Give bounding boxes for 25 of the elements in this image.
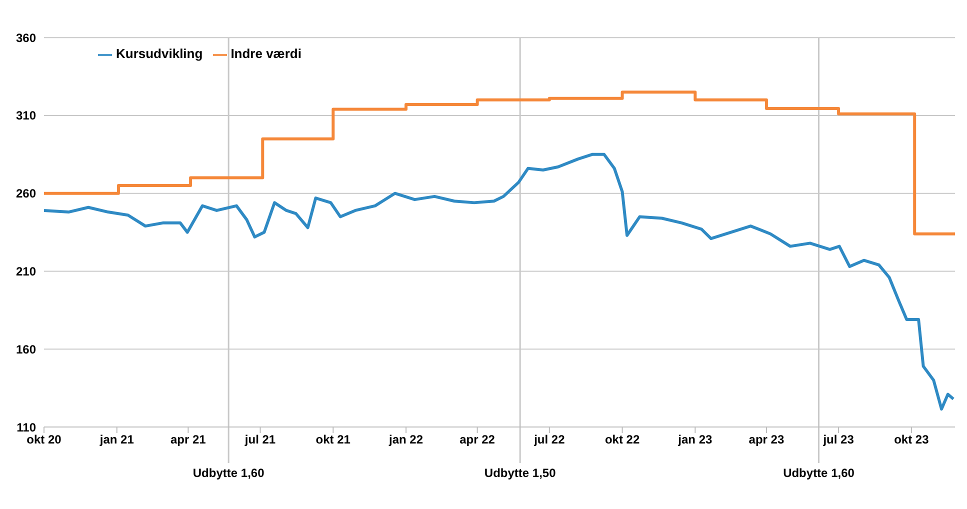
- y-tick-label: 360: [16, 30, 36, 45]
- x-tick-label: okt 22: [604, 432, 640, 447]
- legend-label: Indre værdi: [230, 46, 302, 61]
- y-tick-label: 210: [16, 264, 36, 278]
- y-tick-label: 260: [16, 186, 36, 201]
- x-tick-label: apr 21: [170, 432, 206, 447]
- x-tick-label: okt 23: [894, 432, 930, 447]
- x-tick-label: jul 21: [244, 432, 276, 447]
- x-tick-label: jul 23: [822, 432, 854, 447]
- line-series: [44, 152, 955, 411]
- x-tick-label: apr 23: [748, 432, 784, 447]
- x-tick-label: okt 21: [316, 432, 351, 447]
- legend-label: Kursudvikling: [116, 46, 203, 61]
- ref-line-label: Udbytte 1,60: [783, 466, 855, 480]
- x-tick-label: okt 20: [26, 432, 62, 447]
- ref-line-label: Udbytte 1,50: [484, 466, 556, 480]
- x-tick-label: jan 21: [98, 432, 134, 447]
- x-tick-label: jan 22: [388, 432, 424, 447]
- y-tick-label: 310: [16, 108, 36, 123]
- x-tick-label: apr 22: [460, 432, 496, 447]
- ref-line-label: Udbytte 1,60: [192, 466, 265, 480]
- x-tick-label: jul 22: [533, 432, 566, 447]
- x-tick-label: jan 23: [677, 432, 712, 447]
- y-tick-label: 110: [16, 420, 36, 434]
- y-tick-label: 160: [16, 342, 36, 356]
